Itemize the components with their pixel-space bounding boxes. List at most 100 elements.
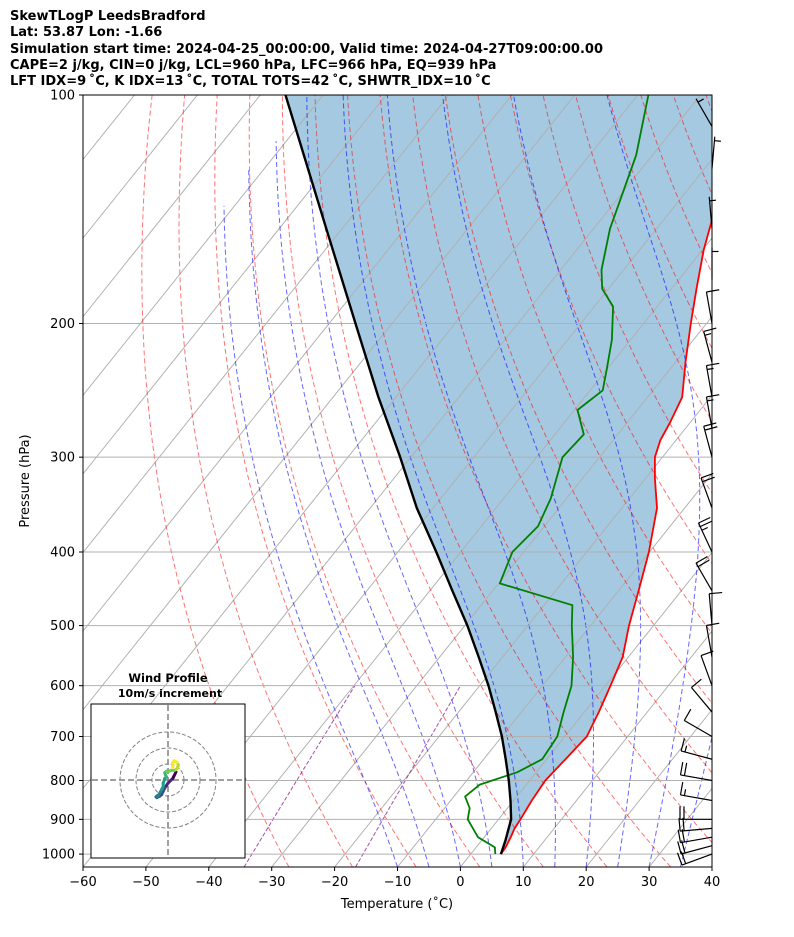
barb-flag xyxy=(709,591,723,595)
profiles-layer xyxy=(284,95,712,855)
wind-barb xyxy=(697,516,713,553)
barb-flag xyxy=(699,520,713,528)
dry-adiabat-line xyxy=(739,95,794,867)
wind-barb xyxy=(679,806,712,820)
barb-flag xyxy=(700,472,714,479)
x-tick-label: 0 xyxy=(456,875,464,890)
x-tick-label: 30 xyxy=(641,875,658,890)
isotherm-line xyxy=(208,237,712,867)
hodograph-subtitle: 10m/s increment xyxy=(118,687,222,700)
barb-shaft xyxy=(705,625,713,658)
wind-barb xyxy=(679,782,713,802)
barb-flag xyxy=(704,426,718,431)
wind-barb xyxy=(711,136,721,169)
dry-adiabat-line xyxy=(477,95,712,635)
y-tick-label: 800 xyxy=(50,774,75,789)
dry-adiabat-line xyxy=(607,95,712,350)
mixing-ratio-line xyxy=(243,685,356,867)
dry-adiabat-line xyxy=(575,95,712,423)
moist-adiabat-line xyxy=(342,95,524,867)
isotherm-line xyxy=(585,708,712,867)
barb-flag xyxy=(706,622,720,627)
barb-flag xyxy=(683,708,692,721)
x-axis-label: Temperature (˚C) xyxy=(340,896,453,912)
y-tick-label: 100 xyxy=(50,89,75,104)
barb-flag xyxy=(703,327,717,333)
moist-adiabat-line xyxy=(606,95,701,867)
dry-adiabat-line xyxy=(248,95,481,867)
barb-flag xyxy=(677,841,682,855)
wind-barb xyxy=(695,98,713,127)
moist-adiabat-line xyxy=(711,865,712,867)
convective-parameters: CAPE=2 j/kg, CIN=0 j/kg, LCL=960 hPa, LF… xyxy=(10,57,497,73)
barb-flag xyxy=(682,817,685,831)
barb-shaft xyxy=(703,331,713,363)
barb-half-flag xyxy=(709,199,717,202)
x-tick-label: 10 xyxy=(515,875,532,890)
barb-flag xyxy=(683,762,688,776)
dry-adiabat-line xyxy=(347,95,671,867)
x-tick-label: 20 xyxy=(578,875,595,890)
wind-barb xyxy=(703,422,718,458)
barb-half-flag xyxy=(701,526,709,531)
moist-adiabat-line xyxy=(275,141,461,867)
wind-barb xyxy=(705,622,720,658)
barb-flag xyxy=(703,422,717,427)
x-tick-label: −40 xyxy=(195,875,222,890)
barb-flag xyxy=(702,476,715,483)
wind-barb xyxy=(690,678,713,713)
barb-flag xyxy=(706,289,720,293)
wind-barb xyxy=(708,591,723,626)
barb-half-flag xyxy=(714,140,721,142)
chart-header: SkewTLogP LeedsBradford Lat: 53.87 Lon: … xyxy=(10,9,603,90)
moist-adiabat-line xyxy=(513,95,642,867)
hodograph-inset: Wind Profile 10m/s increment xyxy=(90,671,246,859)
dry-adiabat-line xyxy=(214,95,417,867)
axes-layer: −60 −50 −40 −30 −20 −10 0 10 20 30 40 100 200 300 400 5… xyxy=(42,89,720,891)
parcel-profile-line xyxy=(284,95,513,855)
y-tick-label: 300 xyxy=(50,451,75,466)
moist-adiabat-line xyxy=(248,168,430,867)
barb-flag xyxy=(706,394,720,398)
y-tick-label: 400 xyxy=(50,546,75,561)
isotherm-line xyxy=(522,630,712,867)
x-tick-label: −30 xyxy=(258,875,285,890)
barb-flag xyxy=(679,782,684,796)
barb-shaft xyxy=(680,750,713,760)
wind-barb xyxy=(679,762,713,782)
wind-barb xyxy=(700,472,715,509)
chart-title: SkewTLogP LeedsBradford xyxy=(10,9,206,24)
barb-flag xyxy=(697,559,710,568)
stability-indices: LFT IDX=9 ˚C, K IDX=13 ˚C, TOTAL TOTS=42… xyxy=(10,74,491,90)
barb-flag xyxy=(677,829,682,843)
barb-flag xyxy=(679,762,684,776)
barb-flag xyxy=(680,738,686,752)
isotherm-line xyxy=(145,158,712,867)
barb-shaft xyxy=(705,396,713,429)
hodograph-content xyxy=(92,705,244,857)
wind-barb xyxy=(683,708,713,738)
dry-adiabat-line xyxy=(141,95,290,867)
barb-flag xyxy=(698,516,711,524)
barb-flag xyxy=(695,556,708,564)
dry-adiabat-line xyxy=(281,95,544,867)
wind-barb xyxy=(695,556,713,592)
isotherm-line xyxy=(334,394,712,867)
wind-barb xyxy=(678,817,713,832)
temperature-line xyxy=(500,215,712,855)
barb-shaft xyxy=(680,836,713,844)
wind-barb xyxy=(711,247,719,280)
barb-half-flag xyxy=(684,745,688,753)
isotherm-line xyxy=(460,551,712,867)
y-tick-label: 500 xyxy=(50,619,75,634)
dry-adiabat-line xyxy=(178,95,353,867)
x-tick-label: 40 xyxy=(704,875,721,890)
barb-shaft xyxy=(690,687,713,713)
barb-shaft xyxy=(680,794,713,802)
barb-shaft xyxy=(697,522,713,553)
wind-barb xyxy=(705,362,720,398)
barb-half-flag xyxy=(704,333,712,336)
barb-shaft xyxy=(700,655,713,686)
moist-adiabat-line xyxy=(223,205,398,867)
